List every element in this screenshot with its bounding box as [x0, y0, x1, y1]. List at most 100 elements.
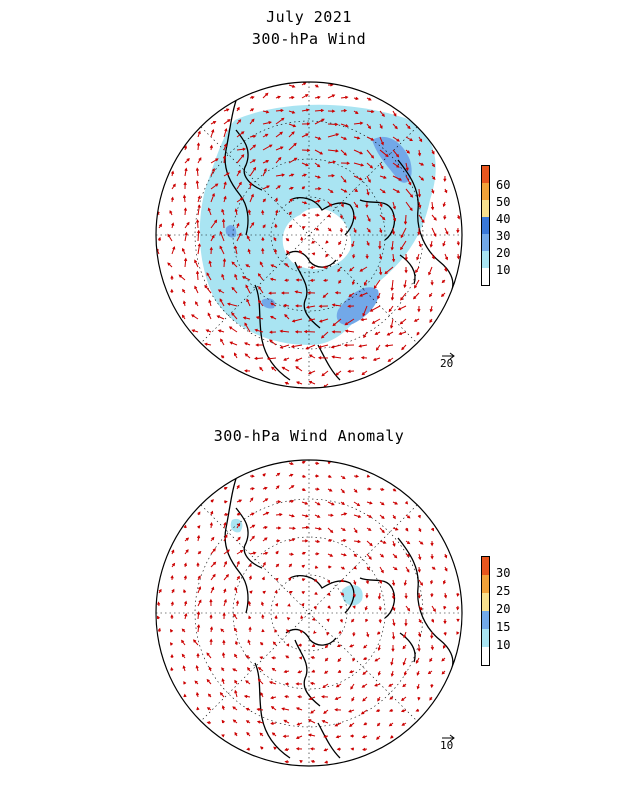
wind-vector-head	[309, 265, 314, 269]
wind-vector-head	[308, 354, 313, 358]
wind-vector-head	[417, 569, 421, 573]
wind-vector-head	[194, 285, 198, 290]
wind-vector-head	[430, 542, 434, 547]
wind-vector	[206, 272, 212, 281]
wind-vector-head	[419, 138, 423, 143]
wind-vector	[414, 279, 420, 288]
wind-vector-head	[241, 154, 245, 158]
wind-vector-head	[287, 603, 291, 607]
wind-vector-head	[223, 143, 227, 147]
wind-vector-head	[275, 563, 280, 567]
wind-vector-head	[355, 474, 360, 478]
wind-vector-head	[303, 213, 307, 217]
wind-vector-head	[221, 678, 225, 682]
wind-vector-head	[291, 538, 296, 542]
wind-vector-head	[375, 347, 379, 351]
wind-vector	[418, 188, 421, 197]
wind-vector-head	[221, 705, 225, 709]
wind-vector	[366, 110, 374, 113]
wind-vector-head	[264, 551, 269, 555]
wind-vector-head	[197, 511, 201, 515]
wind-vector	[413, 292, 420, 299]
wind-vector-head	[352, 658, 356, 662]
wind-vector-head	[343, 109, 348, 113]
wind-vector-head	[386, 332, 391, 336]
wind-vector-head	[204, 284, 208, 289]
wind-vector	[231, 312, 238, 320]
wind-vector-head	[196, 611, 201, 615]
wind-vector-head	[363, 645, 367, 649]
wind-vector	[384, 266, 394, 274]
wind-vector-head	[394, 555, 398, 559]
wind-vector-head	[236, 560, 240, 565]
wind-vector-head	[440, 293, 445, 298]
wind-vector	[353, 501, 360, 506]
wind-vector-head	[441, 671, 445, 675]
wind-vector-head	[363, 334, 367, 339]
wind-vector-head	[291, 319, 296, 323]
wind-vector-head	[429, 244, 433, 248]
wind-vector-head	[347, 369, 351, 373]
wind-vector	[306, 305, 316, 308]
wind-vector	[194, 260, 199, 268]
wind-vector-head	[443, 606, 447, 610]
wind-vector	[308, 719, 316, 724]
wind-vector-head	[252, 551, 257, 555]
wind-vector-head	[259, 732, 263, 736]
wind-vector-head	[410, 194, 414, 198]
wind-vector-head	[339, 619, 343, 623]
wind-vector-head	[275, 550, 279, 555]
wind-vector-head	[301, 564, 306, 568]
wind-vector	[223, 119, 231, 125]
wind-vector	[301, 94, 308, 99]
wind-vector-head	[284, 760, 289, 764]
wind-vector-head	[391, 582, 396, 587]
wind-vector-head	[344, 329, 349, 333]
wind-vector-head	[170, 574, 174, 579]
wind-vector-head	[191, 329, 195, 333]
wind-vector-head	[169, 642, 174, 646]
wind-vector-head	[406, 150, 411, 154]
wind-vector-head	[444, 256, 448, 261]
wind-vector-head	[381, 529, 385, 534]
wind-vector-head	[290, 173, 295, 177]
wind-vector-head	[309, 681, 314, 686]
wind-vector-head	[262, 561, 266, 566]
wind-vector-head	[336, 644, 341, 648]
wind-vector-head	[375, 708, 380, 712]
wind-vector-head	[403, 221, 408, 225]
wind-vector-head	[264, 498, 269, 502]
bottom-map-border	[155, 459, 463, 767]
wind-vector-head	[379, 125, 383, 130]
wind-vector	[400, 318, 407, 325]
wind-vector-head	[399, 321, 404, 325]
wind-vector-head	[368, 514, 373, 518]
wind-vector-head	[246, 747, 250, 751]
wind-vector	[210, 183, 218, 190]
wind-vector-head	[246, 298, 250, 303]
wind-vector-head	[206, 272, 210, 276]
wind-vector	[405, 175, 412, 185]
wind-vector	[340, 96, 348, 99]
wind-vector	[256, 316, 264, 320]
wind-vector-head	[376, 736, 380, 740]
wind-vector-head	[292, 84, 296, 88]
wind-vector	[359, 344, 368, 347]
wind-vector-head	[236, 484, 240, 489]
wind-vector-head	[390, 673, 394, 677]
wind-vector	[242, 276, 251, 281]
wind-vector	[288, 157, 297, 164]
wind-vector-head	[343, 136, 348, 140]
wind-vector-head	[294, 157, 298, 161]
wind-vector-head	[343, 343, 348, 347]
wind-vector-head	[373, 285, 377, 289]
wind-vector-head	[388, 708, 393, 712]
wind-vector	[275, 157, 282, 164]
wind-vector-head	[304, 539, 309, 543]
wind-vector-head	[221, 667, 225, 671]
wind-vector-head	[402, 662, 406, 666]
wind-vector-head	[241, 131, 245, 135]
wind-vector-head	[250, 497, 254, 501]
wind-vector	[366, 149, 374, 159]
